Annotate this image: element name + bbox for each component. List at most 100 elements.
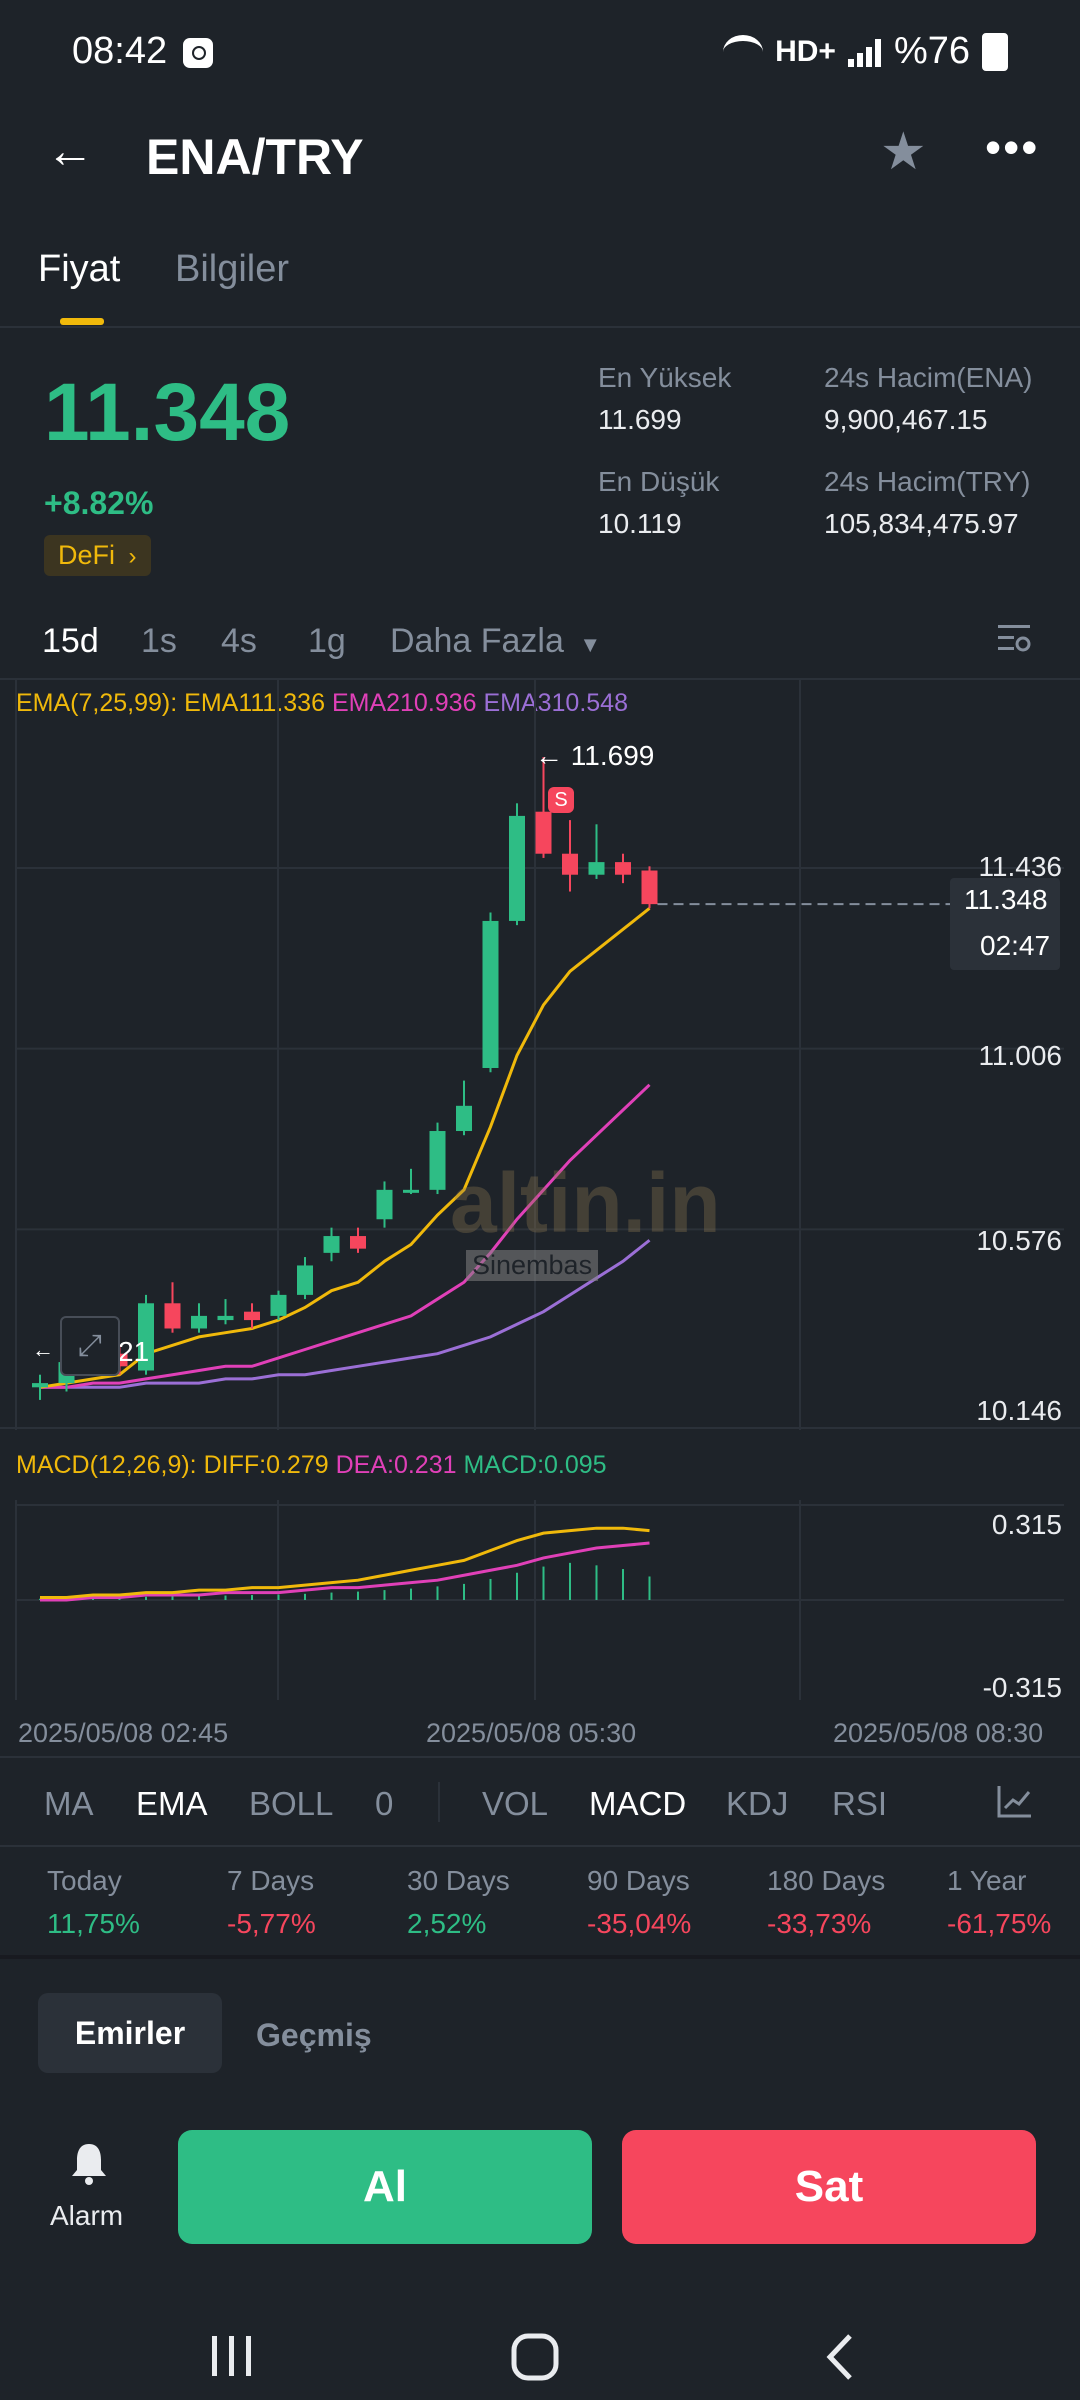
ema3-value: EMA310.548 bbox=[483, 689, 628, 717]
perf-divider bbox=[0, 1955, 1080, 1959]
sell-button[interactable]: Sat bbox=[622, 2130, 1036, 2244]
indicator-boll[interactable]: BOLL bbox=[249, 1785, 334, 1822]
tabs-divider bbox=[0, 326, 1080, 328]
indicator-ema[interactable]: EMA bbox=[136, 1785, 208, 1822]
tab-price[interactable]: Fiyat bbox=[38, 248, 121, 290]
candle-body bbox=[588, 862, 605, 875]
perf-value-today: 11,75% bbox=[47, 1908, 140, 1939]
candle-body bbox=[350, 1236, 366, 1249]
interval-more[interactable]: Daha Fazla ▼ bbox=[390, 622, 601, 661]
perf-label-1y: 1 Year bbox=[947, 1865, 1027, 1896]
indicator-separator bbox=[438, 1782, 440, 1822]
candle-body bbox=[562, 853, 578, 875]
low-marker: 21 bbox=[118, 1336, 150, 1367]
ema2-value: EMA210.936 bbox=[331, 689, 477, 717]
ema2-line bbox=[40, 1083, 651, 1389]
candle-body bbox=[244, 1311, 260, 1321]
candle-body bbox=[429, 1131, 446, 1190]
macd-dea: DEA:0.231 bbox=[335, 1451, 457, 1479]
stat-high-value: 11.699 bbox=[598, 404, 682, 435]
perf-value-90d: -35,04% bbox=[587, 1908, 692, 1939]
diff-line bbox=[40, 1526, 650, 1600]
indicator-macd[interactable]: MACD bbox=[589, 1785, 687, 1822]
expand-chart-icon[interactable]: ⤢ bbox=[60, 1316, 120, 1376]
status-time: 08:42 bbox=[72, 30, 168, 72]
indicator-divider bbox=[0, 1845, 1080, 1847]
perf-label-today: Today bbox=[47, 1865, 122, 1896]
price-change: +8.82% bbox=[44, 485, 154, 521]
recent-apps-icon[interactable] bbox=[208, 2334, 256, 2378]
category-tag[interactable]: DeFi › bbox=[44, 535, 151, 576]
tab-orders[interactable]: Emirler bbox=[38, 1993, 222, 2073]
stat-low-label: En Düşük bbox=[598, 466, 720, 497]
candle-body bbox=[509, 815, 525, 921]
y-label-3: 10.576 bbox=[976, 1225, 1062, 1256]
candle-body bbox=[615, 862, 631, 875]
interval-1g[interactable]: 1g bbox=[308, 622, 346, 660]
last-price: 11.348 bbox=[44, 367, 291, 458]
chart-divider bbox=[0, 1756, 1080, 1758]
interval-15d[interactable]: 15d bbox=[42, 622, 99, 660]
macd-value: MACD:0.095 bbox=[463, 1451, 607, 1479]
candle-body bbox=[191, 1315, 207, 1329]
interval-divider bbox=[0, 678, 1080, 680]
network-type: HD+ bbox=[775, 34, 836, 68]
perf-label-90d: 90 Days bbox=[587, 1865, 690, 1896]
candle-body bbox=[217, 1315, 234, 1321]
low-arrow: ← bbox=[32, 1337, 54, 1362]
sell-marker[interactable]: S bbox=[548, 787, 574, 813]
perf-value-180d: -33,73% bbox=[767, 1908, 872, 1939]
indicator-ma[interactable]: MA bbox=[44, 1785, 94, 1822]
tab-info[interactable]: Bilgiler bbox=[175, 248, 290, 290]
back-nav-icon[interactable] bbox=[820, 2332, 860, 2382]
macd-diff: DIFF:0.279 bbox=[203, 1451, 329, 1479]
indicator-settings-icon[interactable] bbox=[995, 1782, 1035, 1822]
signal-icon bbox=[847, 37, 882, 67]
stat-vol-ena-label: 24s Hacim(ENA) bbox=[824, 362, 1033, 393]
ema-legend: EMA(7,25,99): EMA111.336 EMA210.936 EMA3… bbox=[16, 689, 628, 718]
macd-chart[interactable] bbox=[0, 1500, 1080, 1700]
alarm-label[interactable]: Alarm bbox=[50, 2200, 124, 2231]
alarm-clock-icon bbox=[183, 38, 213, 68]
y-label-2: 11.006 bbox=[978, 1040, 1062, 1071]
perf-value-1y: -61,75% bbox=[947, 1908, 1052, 1939]
candle-body bbox=[403, 1189, 419, 1193]
candle-body bbox=[138, 1303, 154, 1371]
favorite-star-icon[interactable]: ★ bbox=[880, 123, 927, 181]
indicator-extra[interactable]: 0 bbox=[375, 1785, 394, 1822]
pair-title: ENA/TRY bbox=[146, 129, 364, 185]
ema3-line bbox=[40, 1239, 651, 1389]
candlestick-chart[interactable] bbox=[0, 680, 1080, 1430]
chart-settings-icon[interactable] bbox=[996, 620, 1032, 656]
macd-legend-prefix: MACD(12,26,9): bbox=[16, 1451, 197, 1479]
more-options-icon[interactable]: ••• bbox=[985, 121, 1040, 173]
system-nav-bar bbox=[0, 2300, 1080, 2400]
watermark-label: Sinembas bbox=[466, 1250, 599, 1281]
indicator-kdj[interactable]: KDJ bbox=[726, 1785, 789, 1822]
macd-y-top: 0.315 bbox=[991, 1509, 1062, 1540]
time-label-mid: 2025/05/08 05:30 bbox=[426, 1718, 637, 1748]
interval-1s[interactable]: 1s bbox=[141, 622, 177, 660]
buy-button[interactable]: Al bbox=[178, 2130, 592, 2244]
tab-history[interactable]: Geçmiş bbox=[256, 2017, 372, 2053]
back-arrow-icon[interactable]: ← bbox=[46, 125, 94, 178]
ema1-line bbox=[39, 907, 651, 1389]
stat-high-label: En Yüksek bbox=[598, 362, 732, 393]
perf-value-30d: 2,52% bbox=[407, 1908, 487, 1939]
indicator-vol[interactable]: VOL bbox=[482, 1785, 549, 1822]
alarm-bell-icon[interactable] bbox=[66, 2140, 112, 2186]
macd-y-bottom: -0.315 bbox=[982, 1672, 1062, 1703]
interval-4s[interactable]: 4s bbox=[221, 622, 257, 660]
indicator-rsi[interactable]: RSI bbox=[832, 1785, 888, 1822]
current-price-tag: 11.348 02:47 bbox=[950, 878, 1060, 970]
candle-body bbox=[270, 1294, 287, 1316]
stat-vol-try-value: 105,834,475.97 bbox=[824, 508, 1019, 539]
perf-value-7d: -5,77% bbox=[227, 1908, 316, 1939]
candle-body bbox=[376, 1189, 393, 1220]
home-icon[interactable] bbox=[510, 2332, 560, 2382]
dea-line bbox=[40, 1541, 650, 1602]
candle-body bbox=[297, 1265, 313, 1295]
active-tab-indicator bbox=[60, 318, 104, 325]
time-label-start: 2025/05/08 02:45 bbox=[18, 1718, 229, 1748]
caret-down-icon: ▼ bbox=[579, 632, 602, 657]
